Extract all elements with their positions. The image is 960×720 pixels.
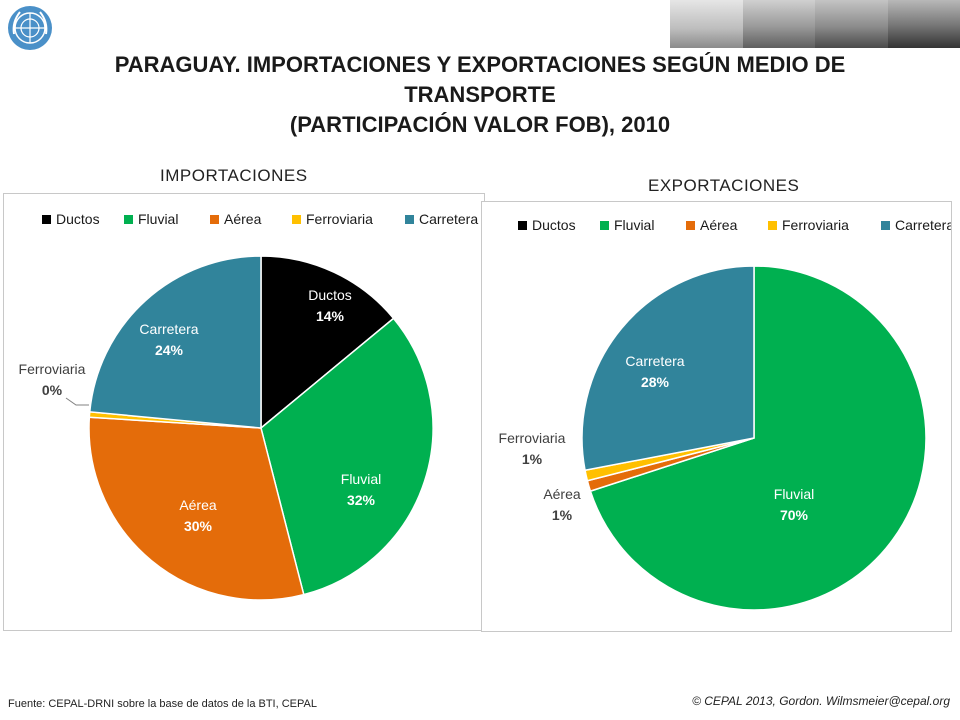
exports-chart-panel: Ductos Fluvial Aérea Ferroviaria Carretera Fl… <box>481 201 954 632</box>
exports-data-label-category-fluvial: Fluvial <box>774 486 814 502</box>
exports-slice-fluvial <box>589 265 927 611</box>
imports-data-label-category-ferroviaria: Ferroviaria <box>19 361 86 377</box>
title-line-1: PARAGUAY. IMPORTACIONES Y EXPORTACIONES … <box>114 52 846 77</box>
imports-legend-carretera: Carretera <box>405 211 478 227</box>
un-emblem-icon <box>8 6 52 50</box>
imports-data-label-carretera: Carretera 24% <box>139 321 198 358</box>
exports-data-label-ferroviaria: Ferroviaria 1% <box>499 430 566 467</box>
imports-data-label-category-fluvial: Fluvial <box>341 471 381 487</box>
exports-legend-label-fluvial: Fluvial <box>614 217 654 233</box>
imports-leader-ferroviaria <box>65 397 89 406</box>
exports-legend-aerea: Aérea <box>686 217 738 233</box>
exports-pie-chart: Ductos Fluvial Aérea Ferroviaria Carretera Fl… <box>499 217 954 611</box>
imports-pie-chart: Ductos Fluvial Aérea Ferroviaria Carretera Du… <box>19 211 478 601</box>
imports-legend-swatch-fluvial <box>124 215 133 224</box>
imports-slice-aerea <box>88 416 305 601</box>
exports-legend-swatch-carretera <box>881 221 890 230</box>
exports-legend-label-aerea: Aérea <box>700 217 738 233</box>
exports-data-label-category-ferroviaria: Ferroviaria <box>499 430 566 446</box>
exports-legend-label-ferroviaria: Ferroviaria <box>782 217 849 233</box>
exports-legend-ferroviaria: Ferroviaria <box>768 217 849 233</box>
imports-slice-ductos <box>260 255 395 430</box>
exports-data-label-value-carretera: 28% <box>641 374 670 390</box>
exports-chart-title: EXPORTACIONES <box>648 176 800 195</box>
exports-data-label-fluvial: Fluvial 70% <box>774 486 814 523</box>
imports-slice-fluvial <box>260 317 434 596</box>
imports-legend-swatch-aerea <box>210 215 219 224</box>
imports-chart-title: IMPORTACIONES <box>160 166 308 185</box>
exports-legend-carretera: Carretera <box>881 217 954 233</box>
exports-legend-label-ductos: Ductos <box>532 217 576 233</box>
exports-data-label-aerea: Aérea 1% <box>543 486 581 523</box>
exports-legend-swatch-ferroviaria <box>768 221 777 230</box>
imports-legend-swatch-carretera <box>405 215 414 224</box>
imports-slice-carretera <box>88 255 262 429</box>
imports-legend-label-carretera: Carretera <box>419 211 478 227</box>
imports-data-label-value-carretera: 24% <box>155 342 184 358</box>
imports-data-label-value-aerea: 30% <box>184 518 213 534</box>
exports-legend-ductos: Ductos <box>518 217 576 233</box>
exports-data-label-carretera: Carretera 28% <box>625 353 684 390</box>
copyright-note: © CEPAL 2013, Gordon. Wilmsmeier@cepal.o… <box>692 694 950 708</box>
imports-legend-label-fluvial: Fluvial <box>138 211 178 227</box>
port-photo-banner <box>670 0 960 48</box>
exports-data-label-value-aerea: 1% <box>552 507 573 523</box>
page-title: PARAGUAY. IMPORTACIONES Y EXPORTACIONES … <box>60 50 900 140</box>
title-line-2: TRANSPORTE <box>404 82 556 107</box>
imports-data-label-ductos: Ductos 14% <box>308 287 352 324</box>
exports-legend-swatch-ductos <box>518 221 527 230</box>
imports-legend-ferroviaria: Ferroviaria <box>292 211 373 227</box>
title-line-3: (PARTICIPACIÓN VALOR FOB), 2010 <box>289 112 671 137</box>
imports-legend-label-ductos: Ductos <box>56 211 100 227</box>
exports-data-label-category-aerea: Aérea <box>543 486 581 502</box>
imports-legend-label-aerea: Aérea <box>224 211 262 227</box>
exports-legend-label-carretera: Carretera <box>895 217 951 233</box>
exports-data-label-value-ferroviaria: 1% <box>522 451 543 467</box>
imports-legend-label-ferroviaria: Ferroviaria <box>306 211 373 227</box>
exports-legend-swatch-fluvial <box>600 221 609 230</box>
imports-legend-swatch-ductos <box>42 215 51 224</box>
imports-data-label-fluvial: Fluvial 32% <box>341 471 381 508</box>
imports-legend-ductos: Ductos <box>42 211 100 227</box>
imports-data-label-category-carretera: Carretera <box>139 321 198 337</box>
exports-legend-swatch-aerea <box>686 221 695 230</box>
exports-data-label-value-fluvial: 70% <box>780 507 809 523</box>
imports-data-label-value-ferroviaria: 0% <box>42 382 63 398</box>
imports-legend-fluvial: Fluvial <box>124 211 178 227</box>
exports-slice-carretera <box>581 265 755 472</box>
imports-data-label-value-fluvial: 32% <box>347 492 376 508</box>
imports-data-label-ferroviaria: Ferroviaria 0% <box>19 361 86 398</box>
imports-data-label-category-ductos: Ductos <box>308 287 352 303</box>
imports-data-label-category-aerea: Aérea <box>179 497 217 513</box>
source-note: Fuente: CEPAL-DRNI sobre la base de dato… <box>8 698 317 710</box>
imports-chart-panel: Ductos Fluvial Aérea Ferroviaria Carretera Du… <box>3 193 485 631</box>
imports-data-label-aerea: Aérea 30% <box>179 497 217 534</box>
imports-data-label-value-ductos: 14% <box>316 308 345 324</box>
imports-legend-swatch-ferroviaria <box>292 215 301 224</box>
exports-legend-fluvial: Fluvial <box>600 217 654 233</box>
exports-data-label-category-carretera: Carretera <box>625 353 684 369</box>
imports-legend-aerea: Aérea <box>210 211 262 227</box>
